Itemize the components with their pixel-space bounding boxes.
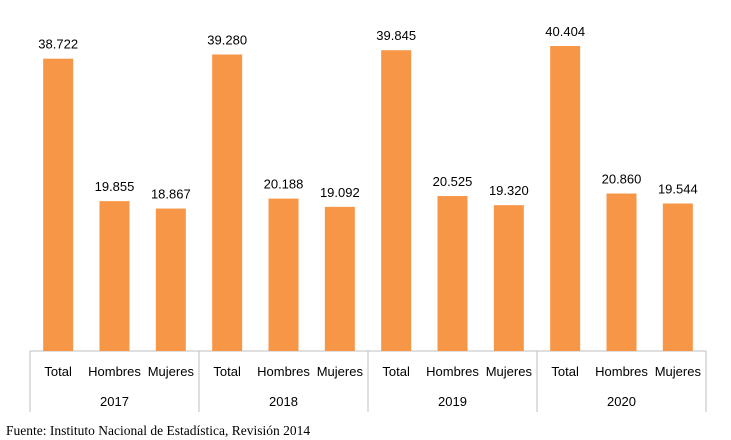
bar <box>437 196 468 351</box>
bar <box>493 205 524 351</box>
bar <box>212 54 243 351</box>
data-label: 40.404 <box>545 24 585 39</box>
category-tick-label: Total <box>44 364 72 379</box>
bar-chart: 38.722 Total 19.855 Hombres 18.867 Mujeres 201… <box>29 24 707 412</box>
bar <box>324 206 355 351</box>
bar <box>268 198 299 351</box>
category-tick-label: Mujeres <box>148 364 195 379</box>
year-tick-label: 2020 <box>607 394 636 409</box>
category-tick-label: Hombres <box>426 364 479 379</box>
category-tick-label: Hombres <box>88 364 141 379</box>
bar <box>43 58 74 351</box>
bar <box>99 201 130 351</box>
bar <box>381 50 412 351</box>
category-tick-label: Mujeres <box>317 364 364 379</box>
data-label: 18.867 <box>151 187 191 202</box>
category-tick-label: Mujeres <box>655 364 702 379</box>
data-label: 19.855 <box>95 179 135 194</box>
data-label: 20.525 <box>433 174 473 189</box>
data-label: 19.320 <box>489 183 529 198</box>
data-label: 39.280 <box>207 32 247 47</box>
category-tick-label: Hombres <box>257 364 310 379</box>
bar <box>155 208 186 351</box>
category-tick-label: Mujeres <box>486 364 533 379</box>
data-label: 20.188 <box>264 177 304 192</box>
category-tick-label: Total <box>551 364 579 379</box>
category-tick-label: Total <box>213 364 241 379</box>
data-label: 39.845 <box>376 28 416 43</box>
bar <box>606 193 637 351</box>
year-tick-label: 2018 <box>269 394 298 409</box>
bar <box>662 203 693 351</box>
data-label: 19.544 <box>658 181 698 196</box>
data-label: 19.092 <box>320 185 360 200</box>
data-label: 20.860 <box>602 172 642 187</box>
bar <box>550 46 581 351</box>
data-label: 38.722 <box>38 37 78 52</box>
source-note: Fuente: Instituto Nacional de Estadístic… <box>6 423 311 438</box>
year-tick-label: 2019 <box>438 394 467 409</box>
year-tick-label: 2017 <box>100 394 129 409</box>
category-tick-label: Hombres <box>595 364 648 379</box>
category-tick-label: Total <box>382 364 410 379</box>
